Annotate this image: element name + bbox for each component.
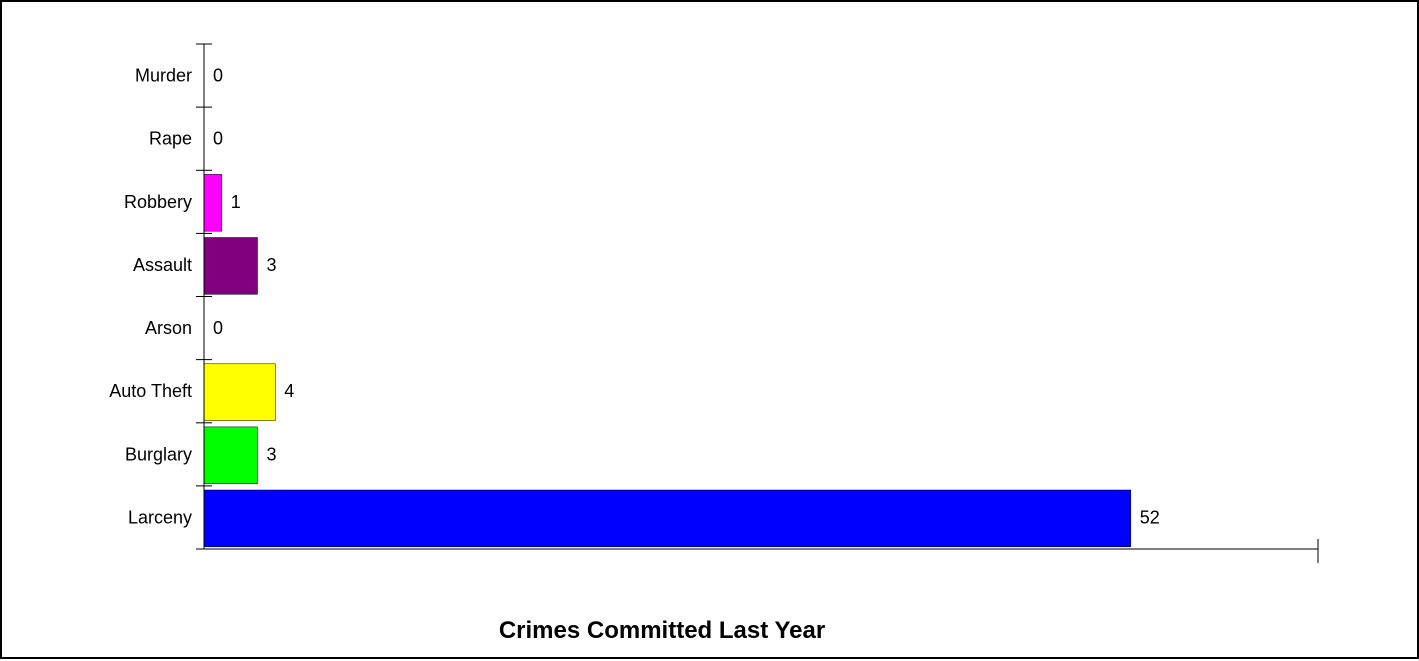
category-label-robbery: Robbery <box>124 192 192 212</box>
bar-robbery <box>203 174 223 232</box>
category-label-rape: Rape <box>149 129 192 149</box>
category-label-larceny: Larceny <box>128 507 192 527</box>
labels-layer: Murder 0 Rape 0 Robbery 1 Assault 3 Arson 0 Auto T… <box>109 66 1160 528</box>
bar-burglary <box>203 426 258 484</box>
bar-assault <box>203 237 258 295</box>
axes-layer <box>196 43 1319 563</box>
category-label-murder: Murder <box>135 66 192 86</box>
category-label-auto-theft: Auto Theft <box>109 381 192 401</box>
category-label-burglary: Burglary <box>125 444 192 464</box>
bar-larceny <box>203 489 1132 548</box>
value-label-larceny: 52 <box>1140 507 1160 527</box>
value-label-assault: 3 <box>267 255 277 275</box>
value-label-arson: 0 <box>213 318 223 338</box>
chart-title: Crimes Committed Last Year <box>499 617 825 644</box>
bar-auto-theft <box>203 363 276 421</box>
value-label-auto-theft: 4 <box>284 381 294 401</box>
value-label-murder: 0 <box>213 66 223 86</box>
category-label-assault: Assault <box>133 255 192 275</box>
value-label-burglary: 3 <box>267 444 277 464</box>
value-label-rape: 0 <box>213 129 223 149</box>
bars-layer <box>203 174 1132 548</box>
value-label-robbery: 1 <box>231 192 241 212</box>
category-label-arson: Arson <box>145 318 192 338</box>
